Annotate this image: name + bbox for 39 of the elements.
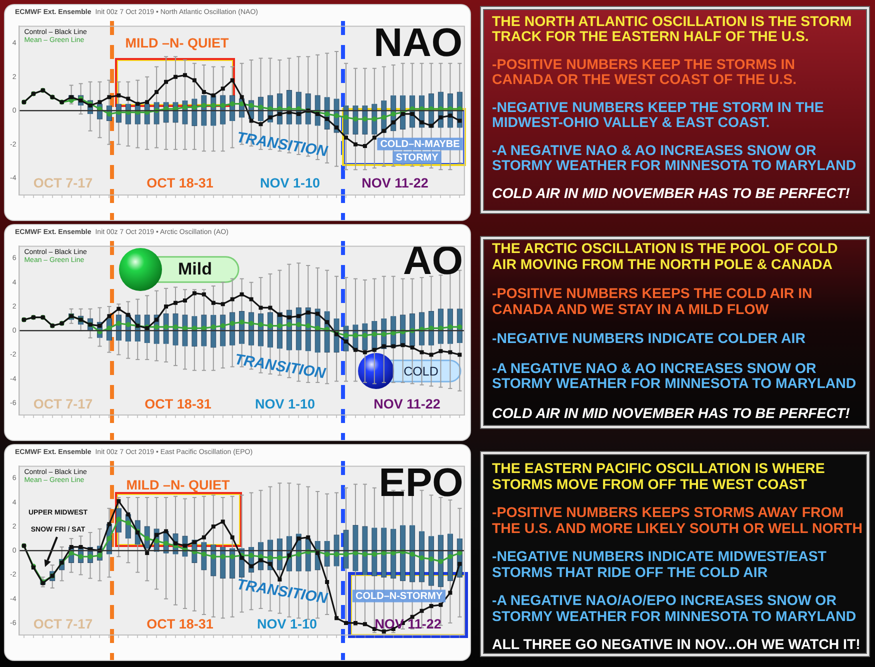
annotation: OCT 18-31 [146,176,214,191]
text: -A NEGATIVE NAO & AO INCREASES SNOW OR STORMY WEATHER FOR MINNESOTA TO MARYLAND [492,143,858,174]
text: THE EASTERN PACIFIC OSCILLATION IS WHERE STORMS MOVE FROM OFF THE WEST COAST [492,461,826,493]
annotation: OCT 7-17 [33,616,93,632]
annotation: EPO [378,461,464,506]
annotation: OCT 18-31 [146,616,214,632]
annotation: Mild [178,260,212,279]
text: -POSITIVE NUMBERS KEEP THE STORMS IN CANADA OR THE WEST COAST OF THE U.S. [492,57,798,88]
annotation: COLD–N-STORMY [355,590,443,602]
annotation: MILD –N- QUIET [125,36,230,51]
text: -POSITIVE NUMBERS KEEPS STORMS AWAY FROM THE U.S. AND MORE LIKELY SOUTH OR WELL NORTH [492,505,864,537]
annotation: AO [403,239,463,284]
annotation: OCT 7-17 [33,176,93,191]
annotation: TRANSITION [235,129,330,160]
annotation: TRANSITION [235,576,330,608]
annotation: COLD [404,364,438,378]
text: THE ARCTIC OSCILLATION IS THE POOL OF COLD AIR MOVING FROM THE NORTH POLE & CANADA [492,241,839,273]
annotation: OCT 7-17 [33,396,93,412]
text: -A NEGATIVE NAO & AO INCREASES SNOW OR STORMY WEATHER FOR MINNESOTA TO MARYLAND [492,360,858,392]
annotation: NOV 11-22 [362,176,428,191]
annotation: NOV 11-22 [374,396,440,412]
annotation: OCT 18-31 [144,396,212,412]
text: THE NORTH ATLANTIC OSCILLATION IS THE STORM TRACK FOR THE EASTERN HALF OF THE U.S. [492,14,853,45]
annotation: MILD –N- QUIET [126,478,230,493]
text: -NEGATIVE NUMBERS INDICATE MIDWEST/EAST STORMS THAT RIDE OFF THE COLD AIR [492,549,828,581]
text: COLD AIR IN MID NOVEMBER HAS TO BE PERFECT! [492,186,851,202]
text: -NEGATIVE NUMBERS KEEP THE STORM IN THE MIDWEST-OHIO VALLEY & EAST COAST. [492,100,825,131]
annotation: COLD–N-MAYBE [380,138,460,150]
annotation: NOV 1-10 [260,176,320,191]
annotation: NOV 1-10 [256,616,318,632]
annotation: NAO [374,21,462,66]
text: -A NEGATIVE NAO/AO/EPO INCREASES SNOW OR STORMY WEATHER FOR MINNESOTA TO MARYLAND [492,593,858,625]
annotation: STORMY [396,152,439,164]
text: -POSITIVE NUMBERS KEEPS THE COLD AIR IN CANADA AND WE STAY IN A MILD FLOW [492,286,814,318]
text: -NEGATIVE NUMBERS INDICATE COLDER AIR [492,331,806,348]
text: ALL THREE GO NEGATIVE IN NOV...OH WE WATCH IT! [492,637,862,654]
text: COLD AIR IN MID NOVEMBER HAS TO BE PERFECT! [492,406,851,422]
annotation: TRANSITION [233,351,328,382]
annotation: NOV 1-10 [254,396,316,412]
